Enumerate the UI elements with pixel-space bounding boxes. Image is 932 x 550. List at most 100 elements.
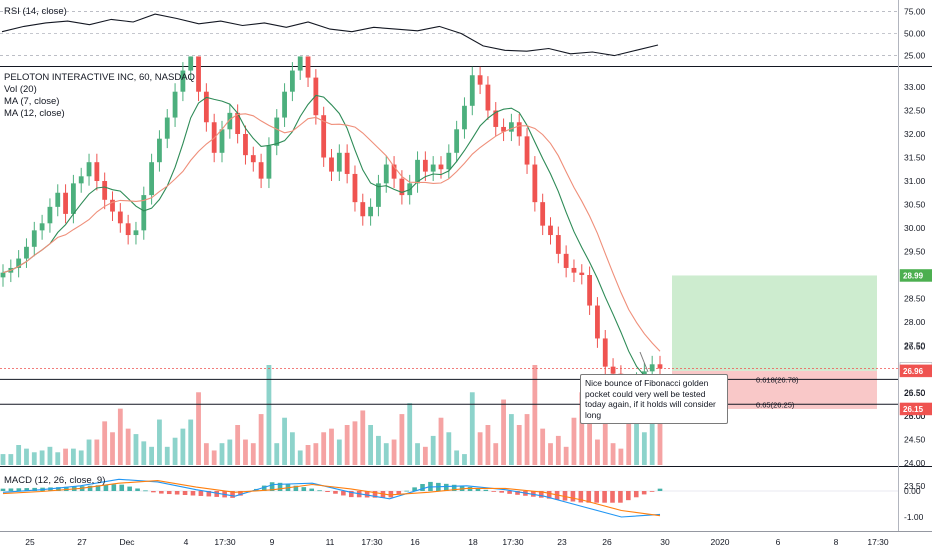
volume-bar [125,428,131,465]
volume-bar [485,425,491,465]
candle [422,159,428,172]
time-axis[interactable]: 25 27 Dec 4 17:30 9 11 17:30 16 18 17:30 23 26 30 2020… [0,531,932,548]
candle [297,56,303,71]
macd-histogram-bar [8,488,14,491]
volume-bar [258,414,264,465]
candle [94,162,100,181]
volume-bar [164,446,170,465]
volume-bar [297,450,303,465]
candle [313,77,319,116]
volume-bar [555,435,561,465]
candle [595,305,600,339]
price-tick-label: 33.00 [904,82,926,92]
candle [0,272,6,278]
volume-bar [446,432,452,465]
macd-histogram-bar [301,487,307,491]
macd-histogram-bar [230,491,235,498]
volume-bar [462,454,467,465]
candle [563,253,569,268]
annotation-note[interactable]: Nice bounce of Fibonacci golden pocket c… [580,374,728,424]
volume-bar [227,439,233,465]
ma12-line [2,113,661,352]
price-tick-label: 28.50 [904,294,926,304]
volume-bar [407,403,413,465]
candle [508,122,514,132]
candle [415,159,420,184]
candle [321,115,327,158]
vol-label: Vol (20) [4,84,37,95]
macd-histogram-bar [32,487,37,491]
volume-bar [422,446,428,465]
target-price-tag-text: 28.99 [903,271,924,280]
volume-bar [469,392,475,465]
macd-histogram-bar [641,491,647,495]
entry-price-tag-text: 26.96 [903,367,924,376]
fib-level-label: 0.618(26.78) [756,375,799,384]
macd-histogram-bar [119,484,125,491]
candle [469,75,475,106]
volume-bar [430,435,436,465]
volume-bar [188,419,194,465]
candle [501,126,506,132]
candle [24,246,29,259]
volume-bar [0,454,6,465]
macd-histogram-bar [467,486,473,491]
time-tick-label: Dec [119,537,135,547]
time-tick-label: 17:30 [867,537,889,547]
macd-histogram-bar [87,485,93,491]
time-tick-label: 23 [557,537,567,547]
price-tick-label: 31.50 [904,153,926,163]
volume-bar [94,439,100,465]
macd-histogram-bar [428,481,433,491]
candle [47,206,53,224]
target-zone [672,275,877,371]
volume-bar [595,439,600,465]
candle [571,267,577,273]
candle [376,183,381,207]
candle [360,202,366,217]
candle [164,117,170,139]
macd-histogram-bar [586,491,592,503]
macd-histogram-bar [206,491,212,497]
volume-bar [649,414,655,465]
volume-bar [47,446,53,465]
volume-bar [360,410,366,465]
macd-line [2,478,661,518]
candle [102,181,108,200]
candle [587,275,593,306]
macd-legend[interactable]: MACD (12, 26, close, 9) [4,475,105,487]
volume-bar [203,443,209,465]
candle [16,258,22,268]
price-tick-label: 28.00 [904,317,926,327]
price-legend[interactable]: PELOTON INTERACTIVE INC, 60, NASDAQ Vol … [4,72,195,120]
macd-histogram-bar [570,491,576,502]
volume-bar [31,452,37,465]
macd-histogram-bar [578,491,584,503]
rsi-tick-label: 50.00 [904,29,926,39]
macd-histogram-bar [198,491,204,496]
macd-histogram-bar [111,484,117,491]
time-tick-label: 30 [660,537,670,547]
volume-bar [110,432,115,465]
volume-bar [305,445,311,465]
volume-bar [55,452,61,465]
volume-bar [172,437,178,465]
time-tick-label: 17:30 [502,537,524,547]
candle [78,176,84,184]
macd-histogram-bar [325,491,330,493]
macd-histogram-bar [0,488,6,491]
candle [266,145,272,179]
price-axis[interactable]: 75.00 50.00 25.00 33.00 32.50 32.00 31.50 31.00… [898,0,932,532]
macd-histogram-bar [127,486,132,491]
rsi-legend[interactable]: RSI (14, close) [4,6,67,18]
macd-histogram-bar [159,491,164,494]
candle [336,152,342,172]
volume-bar [602,388,608,465]
candle [180,70,186,92]
macd-histogram-bar [64,486,69,491]
macd-histogram-bar [166,491,172,495]
volume-bar [477,432,483,465]
volume-bar [438,417,444,465]
candle [86,162,92,177]
